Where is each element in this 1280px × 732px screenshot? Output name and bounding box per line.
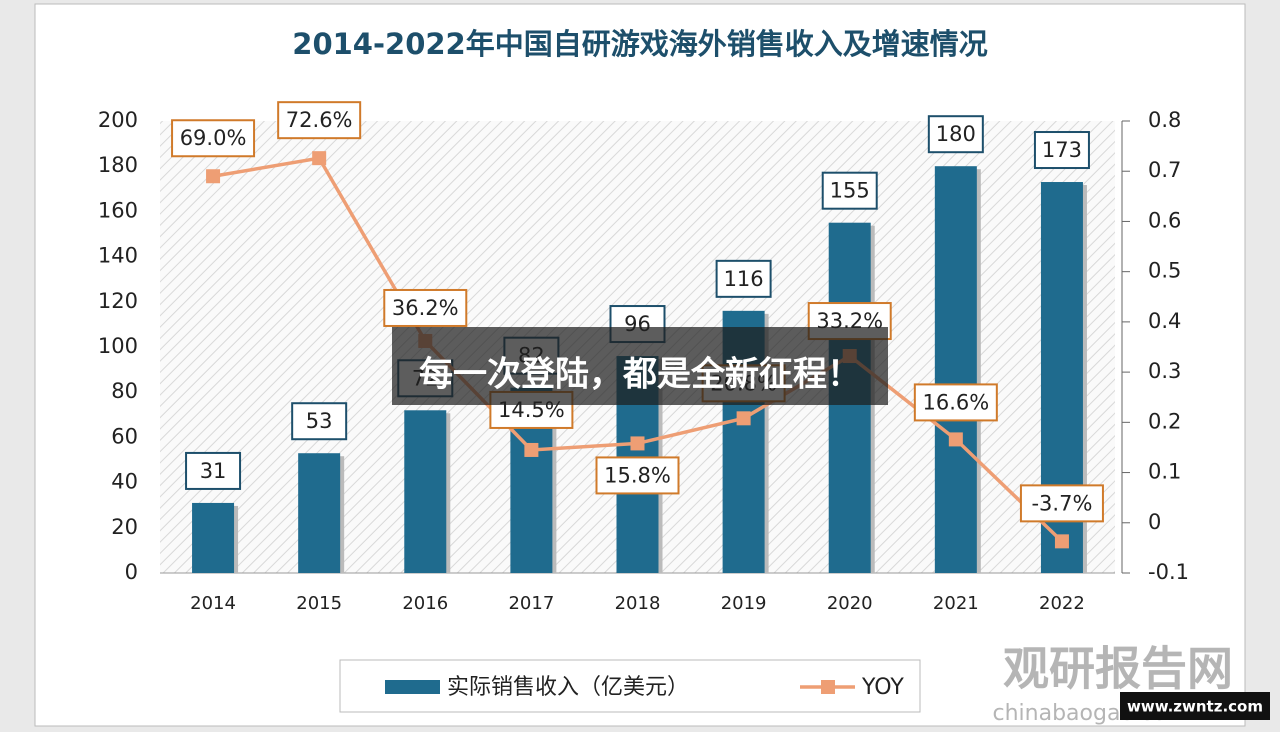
y2-tick-label: 0.1 <box>1148 460 1181 484</box>
bar <box>192 502 235 573</box>
data-label-box <box>1019 484 1104 523</box>
line-marker <box>630 436 645 451</box>
bar <box>404 410 447 573</box>
data-label-box <box>821 171 878 210</box>
data-label: 116 <box>724 267 764 291</box>
data-label-box <box>927 115 984 154</box>
y2-tick-label: 0.7 <box>1148 158 1181 182</box>
line-marker <box>948 432 963 447</box>
data-label-box <box>383 288 468 327</box>
data-label: 173 <box>1042 138 1082 162</box>
data-label: 15.8% <box>604 463 671 487</box>
x-tick-label: 2019 <box>721 593 767 614</box>
banner-text: 每一次登陆，都是全新征程！ <box>419 355 861 395</box>
chart-title: 2014-2022年中国自研游戏海外销售收入及增速情况 <box>292 27 987 61</box>
y2-tick-label: 0.4 <box>1148 309 1181 333</box>
line-marker <box>524 442 539 457</box>
x-tick-label: 2020 <box>827 593 873 614</box>
y-tick-label: 60 <box>111 424 138 448</box>
data-label: 69.0% <box>180 126 247 150</box>
legend-swatch <box>385 680 440 694</box>
x-tick-label: 2015 <box>296 593 342 614</box>
y2-tick-label: 0.2 <box>1148 409 1181 433</box>
y-tick-label: 160 <box>98 198 138 222</box>
y-tick-label: 0 <box>125 560 138 584</box>
y2-tick-label: 0.3 <box>1148 359 1181 383</box>
legend-label: 实际销售收入（亿美元） <box>447 675 689 700</box>
data-label: 180 <box>936 122 976 146</box>
data-label-box <box>595 456 680 495</box>
data-label-box <box>185 451 242 490</box>
data-label-box <box>913 383 998 422</box>
line-marker <box>736 411 751 426</box>
y2-tick-label: 0 <box>1148 510 1161 534</box>
data-label: 36.2% <box>392 296 459 320</box>
data-label: 53 <box>306 409 333 433</box>
banner-bg <box>392 327 888 405</box>
y-tick-label: 180 <box>98 153 138 177</box>
line-marker <box>312 151 327 166</box>
data-label-box <box>171 119 256 158</box>
y2-tick-label: 0.8 <box>1148 108 1181 132</box>
data-label-box <box>715 259 772 298</box>
site-badge <box>1120 692 1270 720</box>
y-tick-label: 20 <box>111 515 138 539</box>
y-tick-label: 40 <box>111 470 138 494</box>
x-tick-label: 2018 <box>615 593 661 614</box>
y-tick-label: 100 <box>98 334 138 358</box>
y-tick-label: 120 <box>98 289 138 313</box>
y2-tick-label: 0.6 <box>1148 208 1181 232</box>
x-tick-label: 2021 <box>933 593 979 614</box>
watermark: 观研报告网 <box>1003 642 1233 696</box>
legend-swatch-marker <box>821 680 835 694</box>
bar <box>934 166 977 573</box>
y-tick-label: 200 <box>98 108 138 132</box>
bar <box>298 453 341 573</box>
data-label: 16.6% <box>922 390 989 414</box>
data-label: 155 <box>830 179 870 203</box>
site-text: www.zwntz.com <box>1127 698 1263 716</box>
y-tick-label: 140 <box>98 244 138 268</box>
y2-tick-label: -0.1 <box>1148 560 1189 584</box>
data-label: 72.6% <box>286 108 353 132</box>
y-tick-label: 80 <box>111 379 138 403</box>
data-label: -3.7% <box>1031 491 1092 515</box>
line-marker <box>206 169 221 184</box>
data-label-box <box>291 402 348 441</box>
data-label-box <box>1033 131 1090 170</box>
legend-label: YOY <box>861 675 904 700</box>
y2-tick-label: 0.5 <box>1148 259 1181 283</box>
data-label-box <box>277 101 362 140</box>
x-tick-label: 2014 <box>190 593 236 614</box>
x-tick-label: 2022 <box>1039 593 1085 614</box>
line-marker <box>1054 534 1069 549</box>
x-tick-label: 2017 <box>508 593 554 614</box>
x-tick-label: 2016 <box>402 593 448 614</box>
data-label: 31 <box>200 459 227 483</box>
